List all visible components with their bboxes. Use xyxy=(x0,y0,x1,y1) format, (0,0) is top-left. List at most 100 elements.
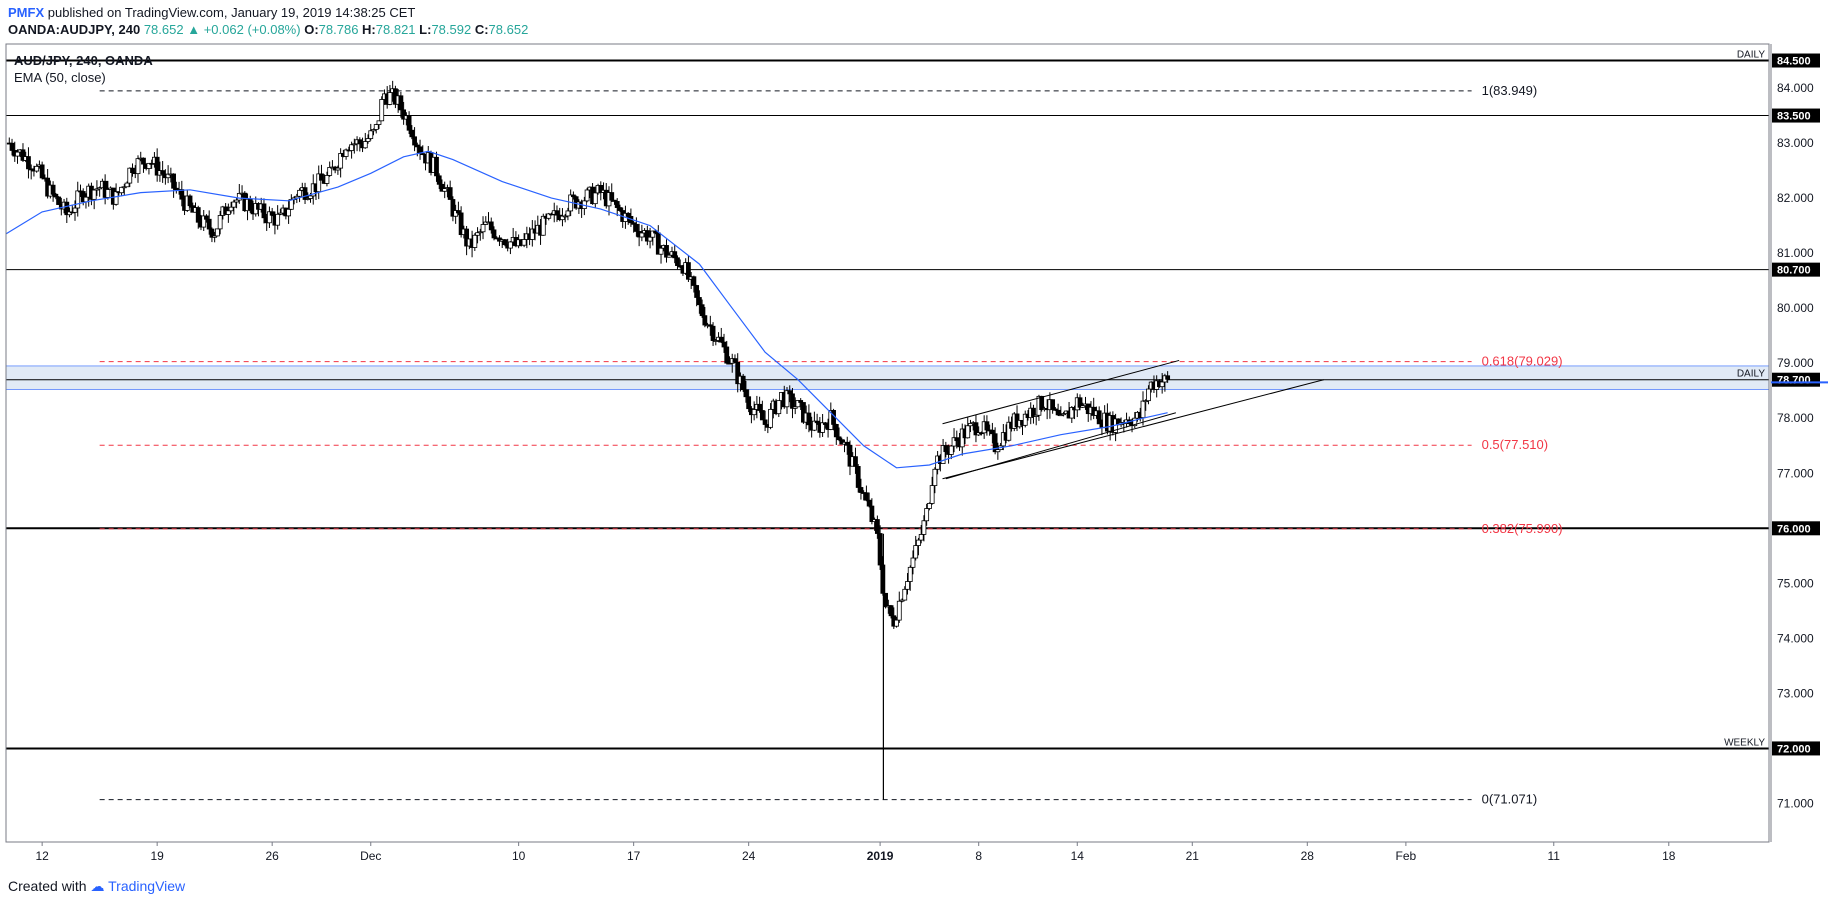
candle-body xyxy=(707,324,713,327)
x-tick-label-14: 18 xyxy=(1662,849,1676,863)
candle-body xyxy=(644,230,650,242)
legend-indicator[interactable]: EMA (50, close) xyxy=(14,70,106,85)
ema-line[interactable] xyxy=(5,150,1168,469)
high-value: 78.821 xyxy=(375,22,416,37)
x-tick-label-9: 14 xyxy=(1071,849,1085,863)
candle-body xyxy=(529,228,535,240)
candle-body xyxy=(475,232,480,236)
y-tick-label-7: 78.000 xyxy=(1777,411,1814,425)
candle-body xyxy=(105,189,111,198)
candle-body xyxy=(672,251,678,259)
candle-body xyxy=(888,605,894,617)
legend-title: AUD/JPY, 240, OANDA xyxy=(14,53,153,68)
level-price-tag-1-bg xyxy=(1772,108,1820,123)
candle-body xyxy=(598,185,604,193)
candle-body xyxy=(447,187,453,200)
close-value: 78.652 xyxy=(488,22,529,37)
candle-body xyxy=(28,168,34,171)
candle-body xyxy=(836,436,842,441)
candle-body xyxy=(455,210,461,214)
candle-body xyxy=(247,198,253,211)
candle-body xyxy=(212,235,218,238)
candle-body xyxy=(379,99,385,122)
candle-body xyxy=(584,189,590,202)
candle-body xyxy=(75,190,81,209)
candle-body xyxy=(647,236,653,242)
candle-body xyxy=(316,173,322,193)
candle-body xyxy=(141,157,146,165)
candle-body xyxy=(1031,407,1036,417)
candle-body xyxy=(488,221,494,231)
channel-upper-line[interactable] xyxy=(942,359,1180,425)
candle-body xyxy=(855,466,861,488)
candle-body xyxy=(609,192,615,201)
support-zone xyxy=(5,365,1770,390)
candle-body xyxy=(135,158,141,175)
candle-body xyxy=(376,120,382,125)
candle-body xyxy=(1006,421,1012,441)
y-tick-label-12: 83.000 xyxy=(1777,136,1814,150)
candle-body xyxy=(918,534,924,541)
symbol-bar: OANDA:AUDJPY, 240 78.652 ▲ +0.062 (+0.08… xyxy=(8,22,528,37)
tradingview-link[interactable]: TradingView xyxy=(108,878,186,894)
candle-body xyxy=(286,208,292,217)
candle-body xyxy=(398,95,404,111)
candle-body xyxy=(894,619,899,627)
candle-body xyxy=(154,156,160,176)
candle-body xyxy=(896,600,902,621)
x-tick-label-2: 26 xyxy=(265,849,279,863)
candle-body xyxy=(571,194,576,198)
channel-extended-lower-line[interactable] xyxy=(942,379,1324,480)
candle-body xyxy=(718,336,724,343)
candle-body xyxy=(874,519,880,534)
candle-body xyxy=(691,276,697,286)
candle-body xyxy=(56,196,61,205)
candle-body xyxy=(450,199,456,217)
candle-body xyxy=(639,232,645,238)
candle-body xyxy=(436,175,442,185)
candle-body xyxy=(20,149,26,161)
candle-body xyxy=(373,124,379,130)
candle-body xyxy=(53,193,59,198)
candle-body xyxy=(275,213,281,226)
candle-body xyxy=(792,406,798,409)
candle-body xyxy=(453,210,459,217)
candle-body xyxy=(1039,395,1045,411)
level-price-tag-5-bg xyxy=(1772,741,1820,756)
candle-body xyxy=(472,234,478,248)
candle-body xyxy=(401,109,407,120)
candle-body xyxy=(814,420,820,424)
candle-body xyxy=(165,173,171,179)
candle-body xyxy=(954,437,960,442)
fib-label-1: 0.618(79.029) xyxy=(1482,354,1563,369)
candle-body xyxy=(940,445,946,464)
chart-legend: AUD/JPY, 240, OANDA EMA (50, close) xyxy=(14,52,153,86)
candle-body xyxy=(995,449,1001,453)
candle-body xyxy=(67,211,72,216)
y-tick-label-9: 80.000 xyxy=(1777,301,1814,315)
x-tick-label-7: 2019 xyxy=(867,849,894,863)
candle-body xyxy=(371,129,376,132)
candle-body xyxy=(50,184,56,195)
candle-body xyxy=(822,422,828,425)
candle-body xyxy=(409,129,415,138)
candle-body xyxy=(206,218,212,230)
x-tick-label-12: Feb xyxy=(1396,849,1417,863)
candle-body xyxy=(146,162,152,169)
candle-body xyxy=(1022,413,1028,426)
candle-body xyxy=(1061,413,1066,416)
candle-body xyxy=(820,422,825,433)
candle-body xyxy=(853,456,858,467)
candle-body xyxy=(926,503,932,509)
candle-body xyxy=(801,402,806,423)
candle-body xyxy=(130,167,135,174)
candle-body xyxy=(91,189,97,200)
candle-body xyxy=(844,441,850,446)
candle-body xyxy=(811,420,817,431)
candle-body xyxy=(696,297,702,306)
level-price-tag-4-bg xyxy=(1772,521,1820,536)
level-price-tag-5: 72.000 xyxy=(1777,743,1811,755)
last-price: 78.652 xyxy=(143,22,184,37)
candle-body xyxy=(746,396,752,410)
